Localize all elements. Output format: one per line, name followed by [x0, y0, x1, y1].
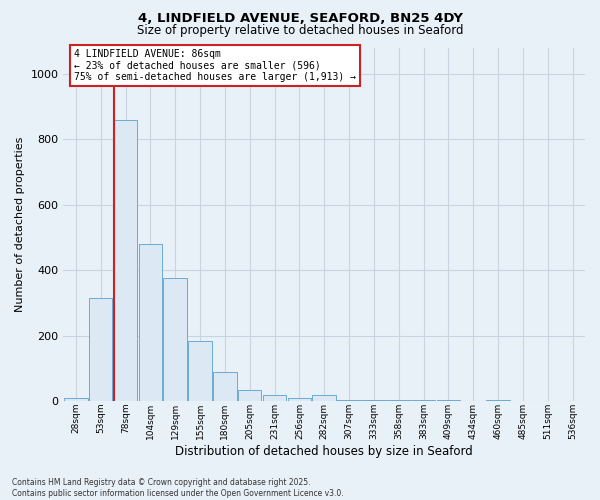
Text: Size of property relative to detached houses in Seaford: Size of property relative to detached ho… [137, 24, 463, 37]
Bar [213, 372, 236, 401]
Bar [486, 400, 510, 401]
Bar [114, 120, 137, 401]
Bar [163, 278, 187, 401]
Text: Contains HM Land Registry data © Crown copyright and database right 2025.
Contai: Contains HM Land Registry data © Crown c… [12, 478, 344, 498]
Bar [313, 394, 336, 401]
Bar [89, 298, 112, 401]
Bar [287, 398, 311, 401]
Bar [238, 390, 262, 401]
Bar [263, 394, 286, 401]
X-axis label: Distribution of detached houses by size in Seaford: Distribution of detached houses by size … [175, 444, 473, 458]
Bar [337, 400, 361, 401]
Bar [362, 400, 386, 401]
Bar [412, 400, 436, 401]
Bar [188, 340, 212, 401]
Text: 4, LINDFIELD AVENUE, SEAFORD, BN25 4DY: 4, LINDFIELD AVENUE, SEAFORD, BN25 4DY [137, 12, 463, 26]
Text: 4 LINDFIELD AVENUE: 86sqm
← 23% of detached houses are smaller (596)
75% of semi: 4 LINDFIELD AVENUE: 86sqm ← 23% of detac… [74, 50, 356, 82]
Bar [64, 398, 88, 401]
Bar [139, 244, 162, 401]
Bar [387, 400, 410, 401]
Y-axis label: Number of detached properties: Number of detached properties [15, 136, 25, 312]
Bar [437, 400, 460, 401]
